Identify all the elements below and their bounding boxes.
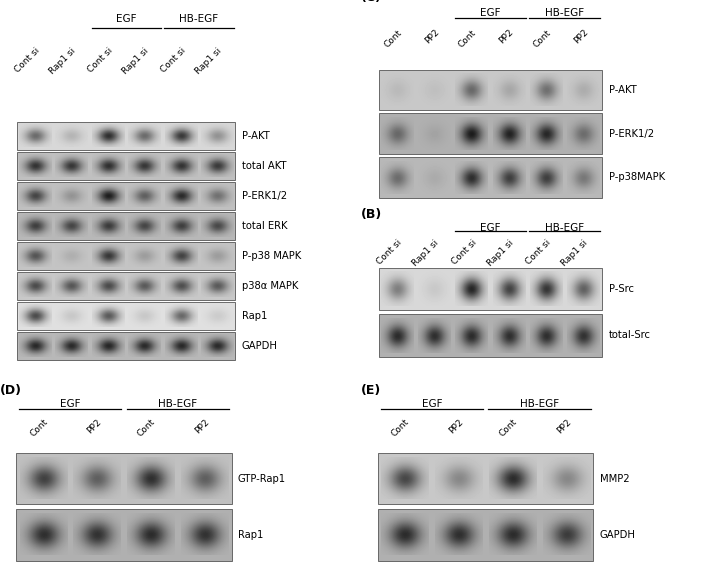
Text: GTP-Rap1: GTP-Rap1: [238, 473, 286, 483]
Text: P-ERK1/2: P-ERK1/2: [608, 128, 654, 139]
Text: P-AKT: P-AKT: [608, 85, 637, 95]
Text: HB-EGF: HB-EGF: [545, 8, 584, 18]
Text: Rap1 si: Rap1 si: [486, 238, 515, 268]
Text: PP2: PP2: [194, 417, 211, 435]
Text: PP2: PP2: [497, 28, 515, 46]
Text: HB-EGF: HB-EGF: [520, 400, 559, 410]
Text: HB-EGF: HB-EGF: [179, 13, 218, 23]
Text: GAPDH: GAPDH: [242, 340, 278, 351]
Text: Cont: Cont: [531, 28, 552, 49]
Text: Cont: Cont: [382, 28, 403, 49]
Text: Cont: Cont: [457, 28, 478, 49]
Bar: [17, 122, 235, 149]
Bar: [379, 157, 602, 197]
Text: (E): (E): [361, 384, 381, 397]
Text: EGF: EGF: [480, 8, 501, 18]
Text: Cont: Cont: [28, 417, 50, 438]
Bar: [379, 314, 602, 357]
Bar: [378, 453, 593, 505]
Bar: [17, 182, 235, 210]
Text: HB-EGF: HB-EGF: [545, 223, 584, 233]
Text: HB-EGF: HB-EGF: [158, 400, 197, 410]
Text: EGF: EGF: [116, 13, 136, 23]
Text: total-Src: total-Src: [608, 331, 651, 340]
Bar: [16, 453, 232, 505]
Text: p38α MAPK: p38α MAPK: [242, 281, 298, 291]
Bar: [17, 332, 235, 360]
Text: Cont si: Cont si: [13, 46, 41, 74]
Text: P-AKT: P-AKT: [242, 131, 269, 141]
Text: Rap1: Rap1: [242, 311, 267, 321]
Text: Rap1 si: Rap1 si: [411, 238, 441, 268]
Text: P-ERK1/2: P-ERK1/2: [242, 191, 287, 201]
Text: Rap1 si: Rap1 si: [121, 46, 151, 76]
Text: P-p38 MAPK: P-p38 MAPK: [242, 251, 301, 261]
Bar: [17, 212, 235, 240]
Text: PP2: PP2: [571, 28, 590, 46]
Text: EGF: EGF: [60, 400, 81, 410]
Bar: [379, 268, 602, 311]
Bar: [17, 272, 235, 299]
Text: Cont si: Cont si: [375, 238, 403, 267]
Text: PP2: PP2: [447, 417, 465, 435]
Text: Cont: Cont: [390, 417, 411, 438]
Bar: [378, 509, 593, 561]
Text: EGF: EGF: [422, 400, 442, 410]
Bar: [16, 509, 232, 561]
Text: Rap1 si: Rap1 si: [194, 46, 223, 76]
Text: Cont si: Cont si: [159, 46, 187, 74]
Text: (A): (A): [0, 0, 21, 2]
Text: total ERK: total ERK: [242, 221, 287, 231]
Text: Rap1 si: Rap1 si: [560, 238, 590, 268]
Text: (D): (D): [0, 384, 21, 397]
Text: total AKT: total AKT: [242, 161, 286, 171]
Text: Cont si: Cont si: [524, 238, 552, 267]
Text: PP2: PP2: [86, 417, 104, 435]
Text: MMP2: MMP2: [600, 473, 629, 483]
Text: (B): (B): [361, 208, 382, 222]
Bar: [17, 152, 235, 180]
Text: Rap1 si: Rap1 si: [48, 46, 78, 76]
Text: PP2: PP2: [555, 417, 573, 435]
Text: PP2: PP2: [423, 28, 441, 46]
Bar: [379, 114, 602, 154]
Bar: [17, 242, 235, 270]
Text: Cont si: Cont si: [450, 238, 478, 267]
Text: P-Src: P-Src: [608, 284, 634, 294]
Bar: [17, 302, 235, 329]
Text: P-p38MAPK: P-p38MAPK: [608, 172, 665, 182]
Bar: [379, 70, 602, 110]
Text: Cont: Cont: [136, 417, 157, 438]
Text: Cont si: Cont si: [86, 46, 114, 74]
Text: Cont: Cont: [498, 417, 519, 438]
Text: Rap1: Rap1: [238, 530, 263, 540]
Text: EGF: EGF: [480, 223, 501, 233]
Text: GAPDH: GAPDH: [600, 530, 635, 540]
Text: (C): (C): [361, 0, 381, 4]
